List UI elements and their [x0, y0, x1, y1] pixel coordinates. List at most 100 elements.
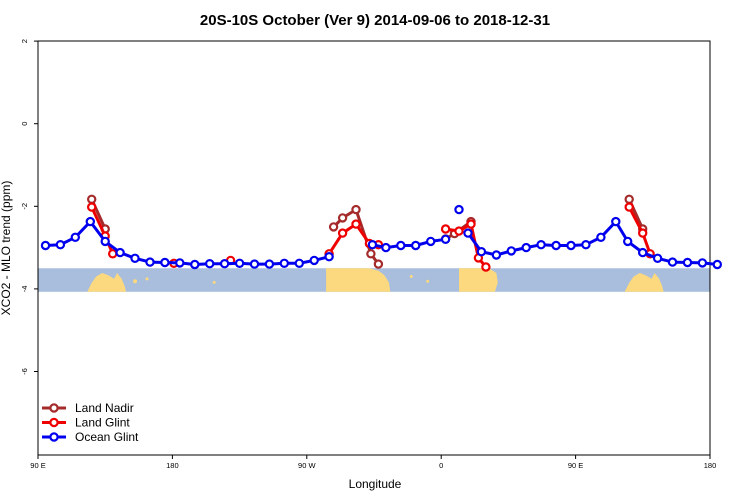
data-point [638, 247, 648, 258]
data-point [566, 240, 576, 251]
series-land-nadir [86, 194, 648, 269]
series-line [45, 220, 330, 266]
data-point [454, 204, 464, 215]
data-point [337, 228, 348, 238]
x-tick-label: 90 E [30, 461, 45, 470]
land-mass-0 [87, 273, 127, 292]
island-0 [133, 279, 138, 284]
x-axis-label: Longitude [349, 477, 402, 491]
legend-label: Land Glint [75, 416, 130, 430]
data-point [712, 259, 723, 270]
data-point [551, 240, 561, 251]
data-point [638, 228, 648, 238]
data-point [381, 242, 391, 253]
map-strip [38, 268, 710, 292]
series-line [466, 220, 718, 266]
legend-item: Ocean Glint [42, 430, 139, 444]
legend-label: Ocean Glint [75, 430, 139, 444]
data-point [476, 246, 487, 257]
data-point [367, 239, 378, 250]
data-point [366, 249, 376, 259]
data-point [219, 259, 230, 269]
legend-item: Land Glint [42, 416, 130, 430]
data-point [506, 246, 516, 256]
series-land-glint [86, 202, 655, 272]
data-point [611, 216, 621, 227]
data-point [682, 257, 693, 268]
data-point [190, 259, 200, 270]
data-point [85, 216, 96, 227]
data-point [264, 259, 275, 269]
data-point [160, 257, 170, 268]
legend-item: Land Nadir [42, 401, 134, 415]
data-point [351, 219, 361, 229]
land-mass-3 [624, 273, 664, 292]
data-point [373, 259, 384, 269]
x-tick-label: 180 [166, 461, 179, 470]
y-axis-label: XCO2 - MLO trend (ppm) [0, 181, 13, 316]
data-point [107, 249, 118, 259]
data-point [426, 236, 436, 247]
data-point [234, 258, 245, 268]
y-axis: 2 0 -2 -4 -6 [20, 39, 38, 375]
land-mass-1 [326, 268, 391, 292]
x-tick-label: 0 [439, 461, 443, 470]
data-point [667, 257, 678, 267]
island-4 [426, 279, 430, 283]
data-point [351, 204, 361, 215]
legend-marker [49, 403, 59, 413]
data-point [100, 236, 110, 247]
data-point [440, 234, 451, 244]
data-point [454, 226, 464, 236]
land-mass-2 [459, 268, 498, 292]
data-point [697, 258, 708, 268]
data-point [86, 194, 97, 204]
data-point [521, 242, 531, 253]
data-point [581, 239, 591, 250]
data-point [294, 258, 304, 268]
data-point [55, 239, 66, 250]
y-tick-label: 2 [20, 39, 29, 43]
series-ocean-glint [40, 204, 723, 270]
data-point [396, 240, 406, 251]
y-tick-label: -2 [20, 203, 29, 210]
data-point [204, 259, 215, 269]
data-point [70, 232, 81, 242]
island-2 [212, 280, 216, 284]
data-point [623, 236, 633, 247]
plot-frame [37, 40, 711, 456]
series-layer [40, 194, 723, 272]
data-point [624, 202, 634, 212]
data-point [463, 228, 473, 238]
x-tick-label: 90 E [568, 461, 583, 470]
data-point [86, 202, 97, 212]
y-tick-label: -4 [20, 286, 29, 293]
data-point [115, 247, 125, 258]
chart-title: 20S-10S October (Ver 9) 2014-09-06 to 20… [200, 12, 550, 29]
y-tick-label: 0 [20, 122, 29, 126]
data-point [652, 253, 663, 263]
data-point [175, 258, 185, 268]
data-point [624, 194, 634, 204]
data-point [536, 239, 546, 250]
data-point [440, 224, 451, 234]
data-point [466, 219, 476, 229]
legend-marker [49, 417, 59, 428]
island-1 [145, 277, 149, 281]
data-point [411, 240, 421, 251]
data-point [324, 252, 334, 262]
data-point [309, 255, 319, 266]
data-point [481, 262, 491, 272]
data-point [279, 258, 289, 268]
data-point [40, 240, 51, 251]
data-point [596, 232, 606, 242]
x-axis: 90 E 180 90 W 0 90 E 180 [30, 455, 716, 470]
legend-marker [49, 432, 59, 442]
data-point [328, 222, 339, 232]
legend-label: Land Nadir [75, 401, 134, 415]
x-tick-label: 90 W [298, 461, 316, 470]
data-point [491, 250, 502, 260]
data-point [249, 259, 260, 269]
